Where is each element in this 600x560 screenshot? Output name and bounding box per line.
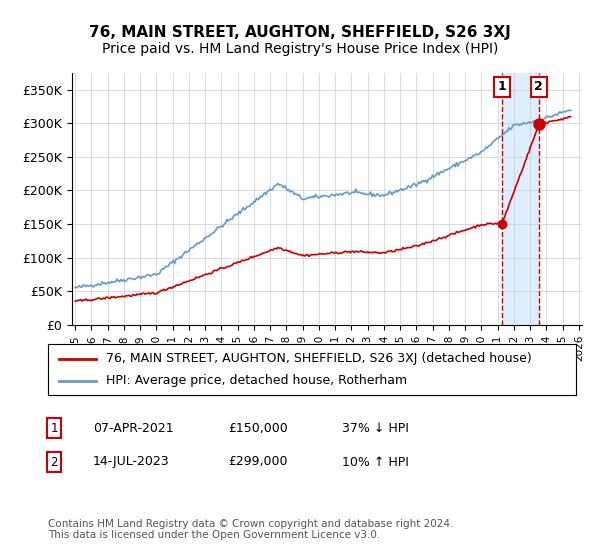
Text: 2: 2 <box>535 81 543 94</box>
Text: 10% ↑ HPI: 10% ↑ HPI <box>342 455 409 469</box>
Text: 14-JUL-2023: 14-JUL-2023 <box>93 455 170 469</box>
Text: 2: 2 <box>50 455 58 469</box>
Text: 1: 1 <box>497 81 506 94</box>
Text: 07-APR-2021: 07-APR-2021 <box>93 422 173 435</box>
Text: 76, MAIN STREET, AUGHTON, SHEFFIELD, S26 3XJ (detached house): 76, MAIN STREET, AUGHTON, SHEFFIELD, S26… <box>106 352 532 365</box>
Text: Price paid vs. HM Land Registry's House Price Index (HPI): Price paid vs. HM Land Registry's House … <box>102 42 498 56</box>
Bar <box>502 73 539 325</box>
Text: Contains HM Land Registry data © Crown copyright and database right 2024.
This d: Contains HM Land Registry data © Crown c… <box>48 519 454 540</box>
Text: £150,000: £150,000 <box>228 422 288 435</box>
Text: 76, MAIN STREET, AUGHTON, SHEFFIELD, S26 3XJ: 76, MAIN STREET, AUGHTON, SHEFFIELD, S26… <box>89 25 511 40</box>
Text: 37% ↓ HPI: 37% ↓ HPI <box>342 422 409 435</box>
Text: 1: 1 <box>50 422 58 435</box>
Text: HPI: Average price, detached house, Rotherham: HPI: Average price, detached house, Roth… <box>106 374 407 387</box>
Text: £299,000: £299,000 <box>228 455 287 469</box>
